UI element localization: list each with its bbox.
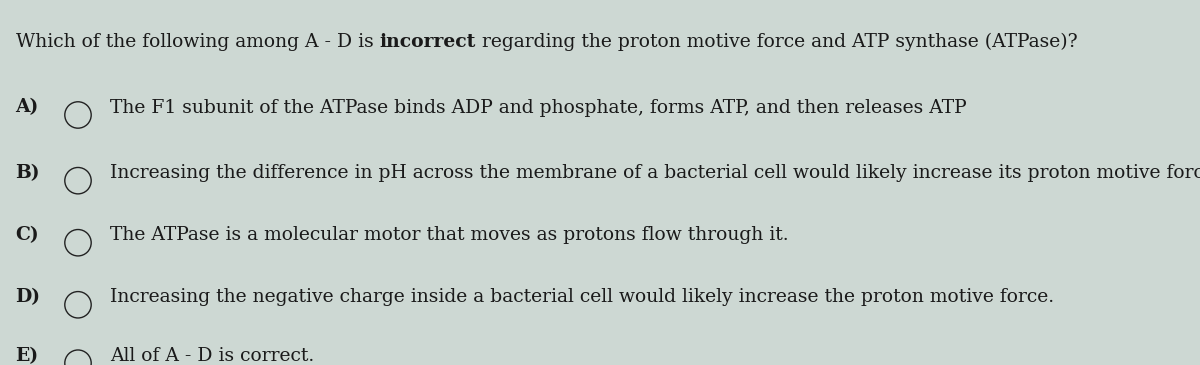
- Text: B): B): [16, 164, 40, 182]
- Text: D): D): [16, 288, 41, 306]
- Text: regarding the proton motive force and ATP synthase (ATPase)?: regarding the proton motive force and AT…: [475, 33, 1078, 51]
- Text: The F1 subunit of the ATPase binds ADP and phosphate, forms ATP, and then releas: The F1 subunit of the ATPase binds ADP a…: [110, 99, 967, 116]
- Text: All of A - D is correct.: All of A - D is correct.: [110, 347, 314, 365]
- Text: Increasing the negative charge inside a bacterial cell would likely increase the: Increasing the negative charge inside a …: [110, 288, 1055, 306]
- Text: Which of the following among A - D is: Which of the following among A - D is: [16, 33, 379, 51]
- Text: A): A): [16, 99, 38, 116]
- Text: C): C): [16, 226, 40, 244]
- Text: The ATPase is a molecular motor that moves as protons flow through it.: The ATPase is a molecular motor that mov…: [110, 226, 790, 244]
- Text: incorrect: incorrect: [379, 33, 475, 51]
- Text: Increasing the difference in pH across the membrane of a bacterial cell would li: Increasing the difference in pH across t…: [110, 164, 1200, 182]
- Text: E): E): [16, 347, 38, 365]
